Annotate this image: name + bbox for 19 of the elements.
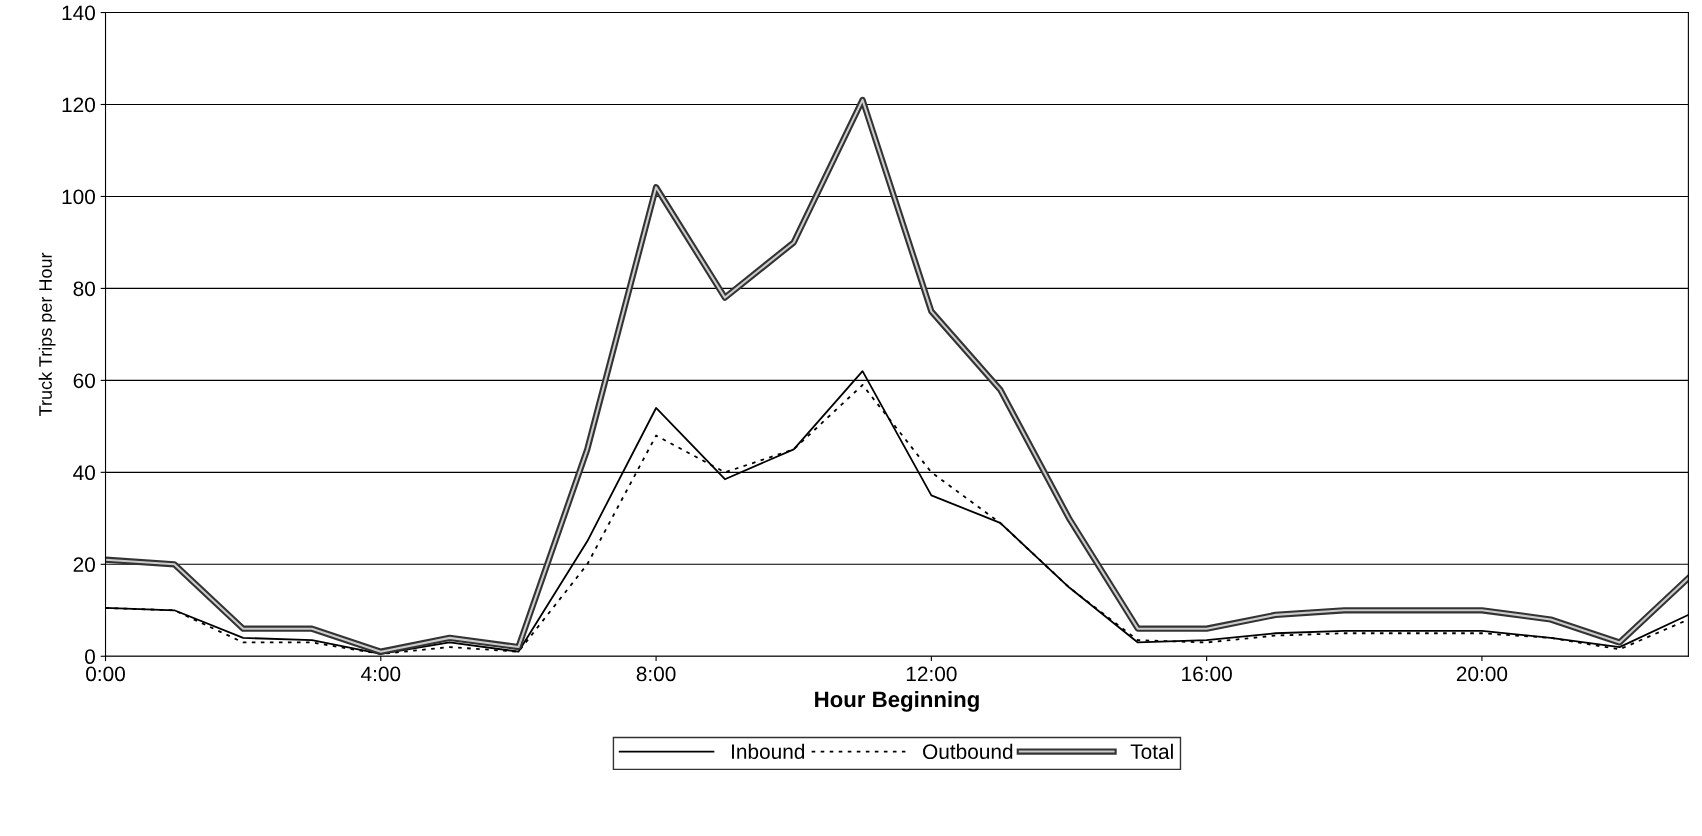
- y-tick-label: 20: [73, 557, 95, 573]
- x-tick-label: 12:00: [906, 666, 957, 682]
- y-tick-label: 100: [62, 189, 95, 205]
- legend-label: Outbound: [923, 743, 1013, 760]
- legend-label: Total: [1130, 743, 1173, 760]
- y-tick-label: 60: [73, 373, 95, 389]
- y-tick-label: 140: [62, 5, 95, 21]
- y-tick-label: 0: [85, 649, 95, 665]
- legend-label: Inbound: [732, 743, 805, 760]
- x-tick-label: 4:00: [361, 666, 401, 682]
- x-tick-label: 20:00: [1456, 666, 1508, 682]
- x-tick-label: 8:00: [636, 666, 676, 682]
- x-axis-title: Hour Beginning: [815, 690, 979, 712]
- y-tick-label: 40: [73, 465, 95, 481]
- y-tick-label: 80: [73, 281, 95, 297]
- y-axis-title: Truck Trips per Hour: [38, 252, 56, 416]
- y-tick-label: 120: [62, 97, 95, 113]
- x-tick-label: 16:00: [1182, 666, 1232, 682]
- x-tick-label: 0:00: [86, 666, 125, 682]
